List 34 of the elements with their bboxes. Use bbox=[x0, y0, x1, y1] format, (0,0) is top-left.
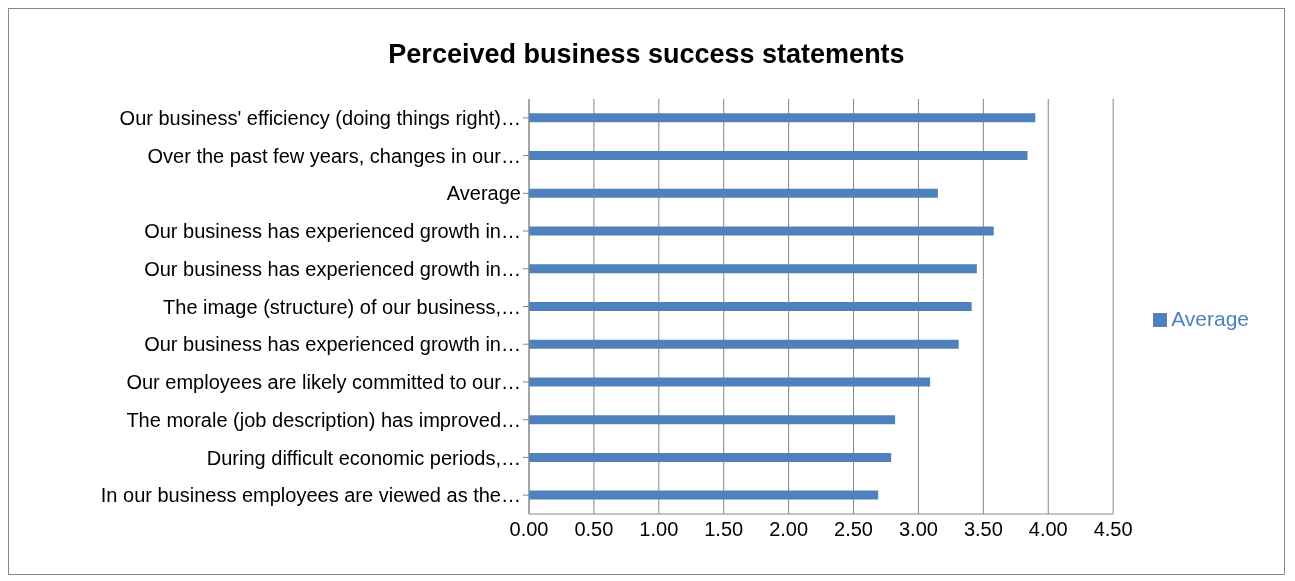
y-tick-label: Our business' efficiency (doing things right)… bbox=[119, 106, 521, 129]
bar bbox=[529, 226, 994, 236]
x-tick-label: 0.00 bbox=[509, 518, 549, 541]
bar bbox=[529, 415, 896, 425]
y-tick-label: During difficult economic periods,… bbox=[206, 446, 521, 469]
y-tick-label: Our business has experienced growth in… bbox=[144, 333, 521, 356]
x-tick-label: 2.00 bbox=[769, 518, 809, 541]
bar bbox=[529, 339, 959, 349]
bar bbox=[529, 264, 977, 274]
bar bbox=[529, 452, 892, 462]
x-tick-label: 0.50 bbox=[574, 518, 614, 541]
bar bbox=[529, 113, 1036, 123]
y-tick-label: Our employees are likely committed to our… bbox=[126, 371, 521, 394]
x-tick-label: 4.50 bbox=[1093, 518, 1133, 541]
chart-title: Perceived business success statements bbox=[387, 39, 906, 71]
bar bbox=[529, 490, 879, 500]
bar bbox=[529, 301, 972, 311]
y-tick-label: In our business employees are viewed as the… bbox=[100, 484, 521, 507]
bar bbox=[529, 151, 1028, 161]
x-tick-label: 3.50 bbox=[963, 518, 1003, 541]
legend-label: Average bbox=[1171, 307, 1249, 330]
x-tick-label: 3.00 bbox=[898, 518, 938, 541]
y-tick-label: The image (structure) of our business,… bbox=[163, 295, 521, 318]
y-tick-label: Over the past few years, changes in our… bbox=[147, 144, 521, 167]
bar bbox=[529, 188, 938, 198]
x-tick-label: 4.00 bbox=[1028, 518, 1068, 541]
x-tick-label: 1.50 bbox=[704, 518, 744, 541]
y-tick-label: Average bbox=[446, 182, 521, 205]
x-tick-label: 1.00 bbox=[639, 518, 679, 541]
y-tick-label: Our business has experienced growth in… bbox=[144, 257, 521, 280]
y-tick-label: The morale (job description) has improved… bbox=[126, 408, 521, 431]
x-tick-label: 2.50 bbox=[834, 518, 873, 541]
bar bbox=[529, 377, 931, 387]
y-tick-label: Our business has experienced growth in… bbox=[144, 220, 521, 243]
